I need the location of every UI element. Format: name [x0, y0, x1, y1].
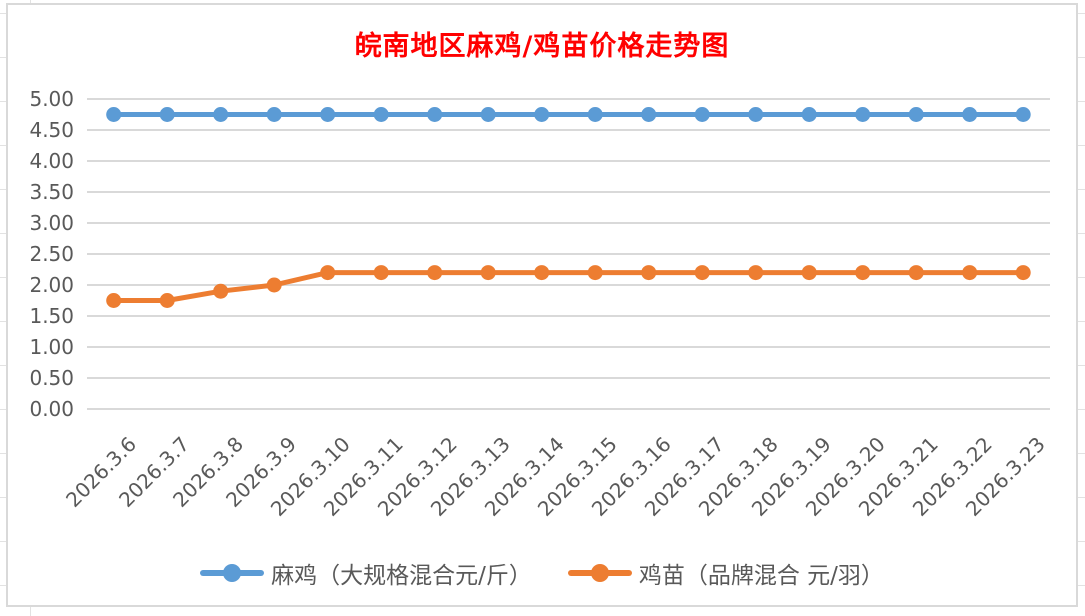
data-point	[694, 265, 710, 281]
y-tick-label: 0.50	[29, 366, 74, 390]
data-point	[534, 265, 550, 281]
data-point	[801, 265, 817, 281]
y-tick-label: 2.50	[29, 242, 74, 266]
data-point	[106, 293, 122, 308]
plot-area	[87, 98, 1050, 410]
y-tick-label: 3.50	[29, 180, 74, 204]
price-trend-chart[interactable]: 皖南地区麻鸡/鸡苗价格走势图 5.00 4.50 4.00 3.50 3.00 2.50 2…	[6, 3, 1078, 607]
data-point	[962, 265, 978, 281]
data-point	[213, 107, 229, 122]
y-tick-label: 2.00	[29, 273, 74, 297]
chart-title: 皖南地区麻鸡/鸡苗价格走势图	[354, 31, 730, 62]
data-point	[962, 107, 978, 122]
legend-item-1: 鸡苗（品牌混合 元/羽）	[567, 556, 884, 590]
legend-line-dot-marker	[200, 563, 265, 583]
y-tick-label: 1.00	[29, 335, 74, 359]
data-point	[480, 107, 496, 122]
y-tick-label: 3.00	[29, 211, 74, 235]
data-point	[1015, 265, 1031, 281]
data-point	[587, 265, 603, 281]
legend-label: 麻鸡（大规格混合元/斤）	[271, 563, 532, 589]
data-point	[908, 265, 924, 281]
data-point	[427, 107, 443, 122]
data-point	[106, 107, 122, 122]
data-point	[373, 265, 389, 281]
y-tick-label: 4.50	[29, 118, 74, 142]
series-line-1	[111, 270, 1026, 303]
data-point	[159, 107, 175, 122]
data-point	[855, 107, 871, 122]
y-tick-label: 5.00	[29, 87, 74, 111]
legend-item-0: 麻鸡（大规格混合元/斤）	[200, 556, 532, 590]
data-point	[159, 293, 175, 308]
y-tick-label: 4.00	[29, 149, 74, 173]
data-point	[641, 265, 657, 281]
data-point	[373, 107, 389, 122]
legend-line-dot-marker	[567, 563, 632, 583]
data-point	[748, 107, 764, 122]
data-point	[587, 107, 603, 122]
data-point	[908, 107, 924, 122]
data-point	[694, 107, 710, 122]
data-point	[748, 265, 764, 281]
data-point	[266, 107, 282, 122]
data-point	[801, 107, 817, 122]
y-tick-label: 0.00	[29, 397, 74, 421]
data-point	[427, 265, 443, 281]
data-point	[320, 107, 336, 122]
data-point	[320, 265, 336, 281]
data-point	[855, 265, 871, 281]
data-point	[266, 277, 282, 293]
data-point	[534, 107, 550, 122]
data-point	[641, 107, 657, 122]
legend: 麻鸡（大规格混合元/斤） 鸡苗（品牌混合 元/羽）	[8, 556, 1076, 590]
y-tick-label: 1.50	[29, 304, 74, 328]
data-point	[213, 283, 229, 299]
data-point	[1015, 107, 1031, 122]
legend-label: 鸡苗（品牌混合 元/羽）	[638, 563, 884, 589]
data-point	[480, 265, 496, 281]
